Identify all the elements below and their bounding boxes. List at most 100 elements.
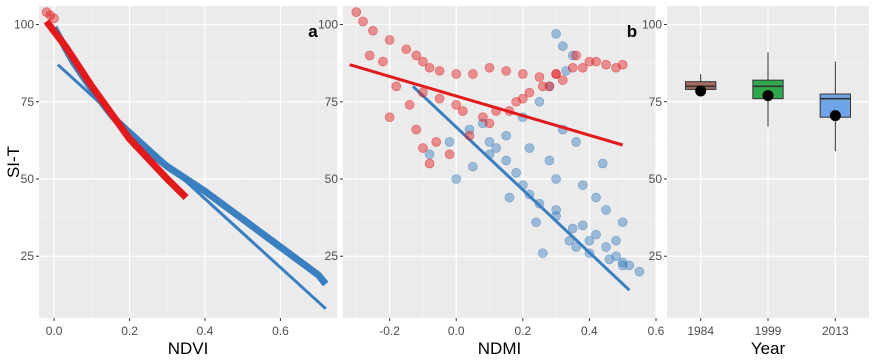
panel-3-x-axis-title: Year (751, 339, 786, 358)
panel-2-series-3-point (611, 62, 621, 73)
panel-2-series-3-point (458, 106, 468, 116)
panel-2-series-3-point (518, 93, 528, 104)
panel-2-x-axis-title: NDMI (478, 339, 521, 358)
panel-2-series-3-point (518, 69, 528, 79)
panel-2-tick-label-y: 100 (318, 18, 338, 32)
panel-2-series-3-point (358, 16, 368, 27)
panel-2-tick-label-x: 0.4 (581, 324, 598, 338)
panel-3-tick-label-y: 75 (649, 95, 663, 109)
panel-2-series-1-point (537, 248, 548, 258)
panel-2-series-1-point (444, 137, 455, 147)
panel-2-series-1-point (468, 161, 478, 172)
panel-2-series-3-point (534, 72, 545, 82)
panel-2-series-1-point (577, 220, 588, 231)
panel-1-tick-label-y: 25 (21, 249, 35, 263)
panel-2-series-3-point (364, 50, 375, 61)
panel-3-box-mean-point (695, 85, 707, 97)
panel-2-series-3-point (411, 50, 422, 61)
panel-2-series-3-point (404, 100, 415, 110)
panel-2-series-1-point (484, 137, 495, 147)
panel-2-series-1-point (617, 257, 628, 268)
panel-2-series-1-point (531, 217, 541, 228)
panel-2-series-3-point (484, 62, 495, 73)
panel-2-series-1-point (491, 143, 501, 153)
panel-1-panel-letter: a (308, 22, 318, 41)
panel-2-series-3-point (418, 56, 428, 67)
panel-2-series-3-point (557, 75, 568, 85)
panel-b: 25 50 75 100 -0.2 0.0 0.2 0.4 0.6 b NDMI (318, 6, 665, 358)
panel-2-series-3-point (434, 93, 445, 104)
panel-2-tick-label-x: -0.2 (379, 324, 400, 338)
panel-1-series-4-point (41, 7, 52, 17)
panel-1-series-4-point (45, 10, 56, 21)
panel-2-series-3-point (368, 25, 378, 36)
panel-a: 25 50 75 100 0.0 0.2 0.4 0.6 a NDVI SI-T (4, 6, 337, 358)
panel-2-series-1-point (504, 192, 515, 203)
panel-3-tick-label-y: 50 (649, 172, 663, 186)
panel-2-tick-label-y: 75 (325, 95, 339, 109)
panel-3-tick-label-x: 2013 (822, 324, 849, 338)
panel-1-tick-label-y: 75 (21, 95, 35, 109)
panel-2-tick-label-x: 0.2 (514, 324, 531, 338)
panel-2-series-1-point (557, 41, 568, 51)
panel-2-series-1-point (571, 137, 581, 147)
panel-2-series-3-point (384, 112, 395, 123)
panel-2-series-3-point (501, 66, 511, 76)
panel-2-series-3-point (431, 137, 442, 147)
panel-2-series-1-point (601, 205, 611, 215)
panel-1-tick-label-x: 0.6 (272, 324, 289, 338)
panel-2-series-1-point (534, 96, 545, 107)
panel-2-series-1-point (511, 168, 521, 178)
panel-2-series-1-point (591, 229, 601, 240)
panel-1-tick-label-x: 0.2 (121, 324, 138, 338)
panel-2-series-3-point (451, 69, 462, 79)
panel-2-series-1-point (571, 242, 581, 252)
panel-3-tick-label-y: 100 (642, 18, 662, 32)
panel-2-series-3-point (584, 56, 595, 67)
panel-1-series-4-point (49, 13, 59, 24)
panel-2-series-1-point (501, 130, 511, 141)
panel-2-series-1-point (601, 242, 611, 252)
panel-2-series-3-point (524, 87, 535, 98)
panel-1-tick-label-y: 100 (14, 18, 34, 32)
panel-2-series-4-line (349, 63, 624, 147)
panel-2-series-3-point (551, 69, 561, 79)
panel-2-series-1-point (591, 192, 601, 203)
panel-2-series-3-point (434, 66, 445, 76)
panel-1-series-3-line (43, 19, 189, 200)
panel-2-tick-label-x: 0.6 (648, 324, 665, 338)
panel-1-tick-label-x: 0.4 (197, 324, 214, 338)
panel-2-series-3-point (384, 35, 395, 45)
panel-2-series-3-point (391, 81, 402, 92)
panel-1-y-axis-title: SI-T (4, 146, 23, 178)
panel-2-series-1-point (567, 223, 578, 234)
panel-2-series-1-point (564, 235, 575, 246)
panel-1-tick-label-y: 50 (21, 172, 35, 186)
panel-2-tick-label-x: 0.0 (448, 324, 465, 338)
panel-2-series-3-point (591, 56, 601, 67)
panel-2-panel-letter: b (627, 22, 637, 41)
panel-2-tick-label-y: 25 (325, 249, 339, 263)
panel-c: 25 50 75 100 1984 1999 2013 Year (642, 6, 869, 358)
panel-2-tick-label-y: 50 (325, 172, 339, 186)
panel-2-series-1-point (611, 235, 621, 246)
panel-2-series-3-point (411, 124, 422, 135)
panel-2-series-3-point (567, 62, 578, 73)
panel-2-series-3-point (577, 62, 588, 73)
panel-2-series-3-point (451, 100, 462, 110)
panel-2-series-1-point (544, 155, 555, 166)
panel-2-series-3-point (484, 118, 495, 129)
panel-3-tick-label-x: 1984 (687, 324, 714, 338)
panel-2-series-3-point (537, 81, 548, 92)
panel-2-series-1-point (617, 260, 628, 271)
panel-2-series-1-point (551, 174, 561, 184)
panel-2-series-1-point (567, 50, 578, 61)
panel-2-series-1-point (577, 180, 588, 190)
panel-2-series-2-line (411, 85, 631, 292)
panel-3-tick-label-y: 25 (649, 249, 663, 263)
panel-2-series-3-point (444, 149, 455, 160)
panel-2-series-1-point (584, 235, 595, 246)
panel-2-series-1-point (524, 143, 535, 153)
panel-2-series-1-point (501, 155, 511, 166)
